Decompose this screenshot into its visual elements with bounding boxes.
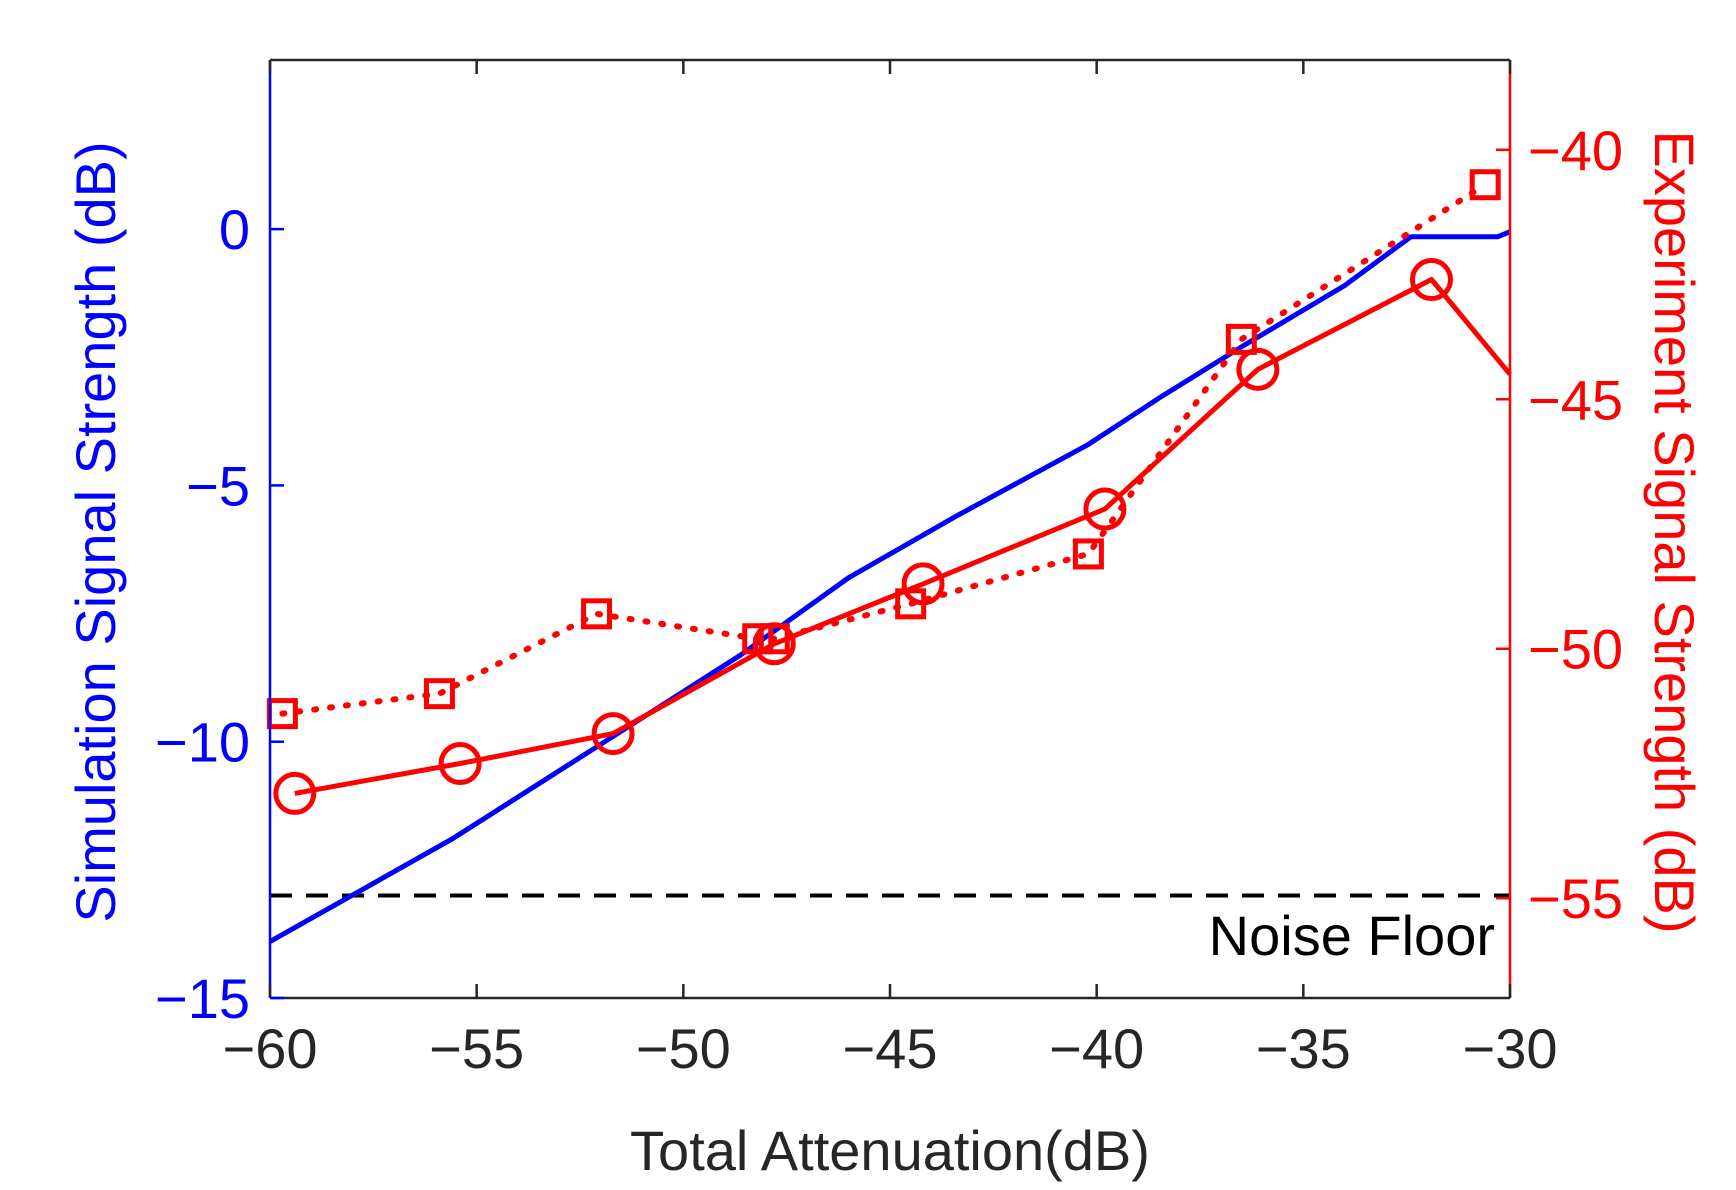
- x-tick-label: −50: [636, 1017, 731, 1080]
- x-tick-label: −60: [223, 1017, 318, 1080]
- y-left-tick-label: 0: [219, 198, 250, 261]
- x-tick-label: −55: [429, 1017, 524, 1080]
- data-point-circle: [1409, 258, 1453, 302]
- x-tick-label: −40: [1049, 1017, 1144, 1080]
- x-tick-label: −30: [1463, 1017, 1558, 1080]
- data-point-circle: [591, 712, 635, 756]
- plot-area: [270, 60, 1510, 998]
- data-point-circle: [273, 771, 317, 815]
- plot-background: [270, 60, 1510, 998]
- y-left-axis-title: Simulation Signal Strength (dB): [64, 141, 127, 922]
- series-line-3: [279, 181, 1489, 717]
- data-point-square: [758, 623, 790, 655]
- x-tick-label: −35: [1256, 1017, 1351, 1080]
- y-left-tick-label: −5: [186, 454, 250, 517]
- data-point-circle: [438, 742, 482, 785]
- y-right-tick-label: −55: [1528, 867, 1623, 930]
- data-point-square: [1225, 323, 1257, 355]
- series-line-2: [294, 277, 1512, 796]
- y-right-tick-label: −40: [1528, 119, 1623, 182]
- y-left-tick-label: −10: [155, 711, 250, 774]
- noise-floor-label: Noise Floor: [1209, 904, 1495, 967]
- x-tick-label: −45: [843, 1017, 938, 1080]
- y-right-tick-label: −50: [1528, 618, 1623, 681]
- x-axis-title: Total Attenuation(dB): [630, 1119, 1150, 1182]
- data-point-square: [1072, 538, 1104, 570]
- data-point-square: [895, 588, 927, 620]
- y-left-tick-label: −15: [155, 967, 250, 1030]
- data-point-square: [423, 678, 455, 710]
- y-right-axis-title: Experiment Signal Strength (dB): [1643, 130, 1706, 933]
- data-point-square: [581, 598, 613, 630]
- data-point-circle: [1236, 347, 1280, 391]
- data-point-square: [742, 623, 774, 655]
- data-point-square: [1469, 169, 1501, 201]
- y-right-tick-label: −45: [1528, 368, 1623, 431]
- axes-layer: −60 −55 −50 −45 −40 −35 −30 0 −5 −10 −15 −40 −45 −50 −…: [155, 58, 1623, 1080]
- series-layer: [266, 169, 1512, 944]
